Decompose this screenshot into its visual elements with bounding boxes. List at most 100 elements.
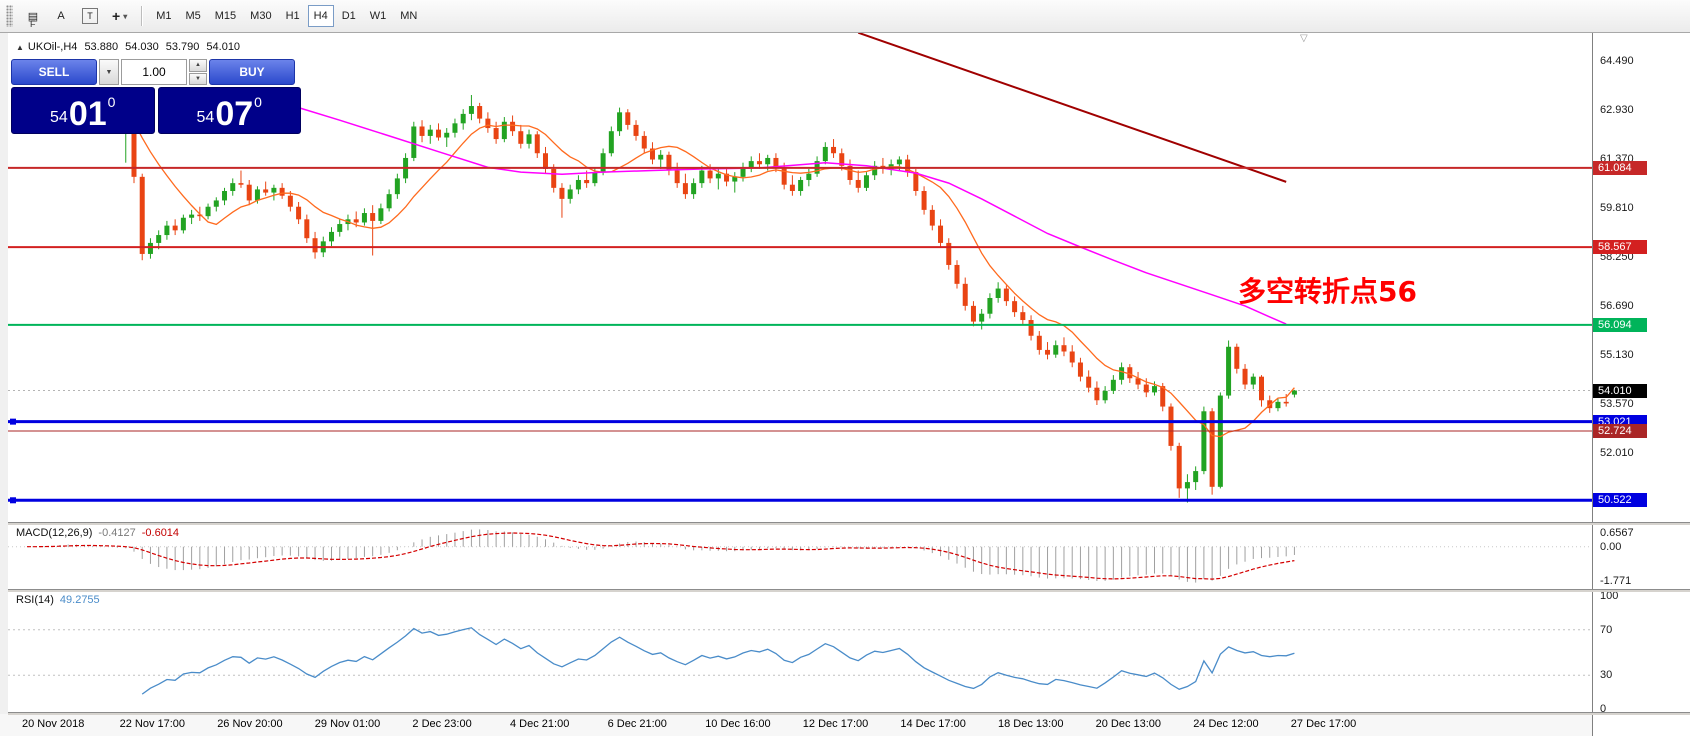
- open-value: 53.880: [84, 41, 119, 53]
- buy-price-big: 07: [215, 95, 254, 134]
- time-tick: 18 Dec 13:00: [998, 718, 1064, 730]
- chart-shift-marker-icon[interactable]: ▽: [1300, 33, 1308, 44]
- time-tick: 27 Dec 17:00: [1290, 718, 1357, 730]
- time-tick: 20 Dec 13:00: [1095, 718, 1162, 730]
- macd-readout: MACD(12,26,9) -0.4127 -0.6014: [16, 527, 179, 539]
- rsi-pane: [8, 627, 1592, 695]
- symbol-label: UKOil-,H4: [27, 41, 78, 53]
- sell-price-button[interactable]: 54 01 0: [11, 87, 155, 134]
- time-tick: 2 Dec 23:00: [412, 718, 472, 730]
- macd-signal-value: -0.6014: [141, 527, 180, 539]
- timeframe-group: M1 M5 M15 M30 H1 H4 D1 W1 MN: [150, 5, 423, 27]
- price-label-52.724: 52.724: [1593, 423, 1647, 438]
- price-tick: -1.771: [1600, 575, 1632, 587]
- charts-list-icon[interactable]: ▤: [20, 5, 46, 27]
- time-tick: 22 Nov 17:00: [119, 718, 186, 730]
- price-tick: 70: [1600, 623, 1613, 636]
- rsi-line: [141, 627, 1295, 695]
- symbol-arrow-icon: ▲: [16, 43, 24, 52]
- chart-toolbar: ▤ A T + ▾ M1 M5 M15 M30 H1 H4 D1 W1 MN: [0, 0, 1690, 33]
- price-tick: 56.690: [1600, 300, 1634, 313]
- sell-button[interactable]: SELL: [11, 59, 97, 85]
- price-tick: 0.6567: [1600, 527, 1634, 539]
- timeframe-w1[interactable]: W1: [364, 5, 393, 27]
- price-tick: 0.00: [1600, 540, 1622, 553]
- trendline[interactable]: [857, 33, 1287, 183]
- price-label-61.084: 61.084: [1593, 160, 1647, 175]
- price-tick: 62.930: [1600, 103, 1634, 116]
- price-tick: 64.490: [1600, 54, 1634, 67]
- time-axis[interactable]: 20 Nov 2018 22 Nov 17:00 26 Nov 20:00 29 No…: [0, 714, 1592, 736]
- chart-canvas[interactable]: [0, 0, 1592, 736]
- price-tick: 100: [1600, 589, 1619, 602]
- f-badge: F: [30, 19, 36, 29]
- time-tick: 26 Nov 20:00: [217, 718, 283, 730]
- chart-annotation-text[interactable]: 多空转折点56: [1238, 275, 1417, 308]
- macd-pane: [8, 529, 1592, 583]
- timeframe-m15[interactable]: M15: [209, 5, 242, 27]
- macd-main-value: -0.4127: [98, 527, 136, 539]
- text-annotation-glyph: A: [57, 10, 65, 22]
- charts-list-glyph: ▤: [27, 10, 39, 23]
- rsi-label: RSI(14): [16, 594, 54, 606]
- time-tick: 10 Dec 16:00: [705, 718, 771, 730]
- buy-button[interactable]: BUY: [209, 59, 295, 85]
- price-label-54.010: 54.010: [1593, 383, 1647, 398]
- toolbar-separator: [141, 6, 143, 26]
- volume-down-button[interactable]: ▼: [189, 72, 207, 85]
- timeframe-d1[interactable]: D1: [336, 5, 362, 27]
- buy-price-button[interactable]: 54 07 0: [157, 87, 301, 134]
- price-label-58.567: 58.567: [1593, 240, 1647, 255]
- rsi-value: 49.2755: [59, 594, 100, 606]
- text-annotation-icon[interactable]: A: [48, 5, 74, 27]
- crosshair-glyph: +: [112, 8, 121, 24]
- price-tick: 53.570: [1600, 398, 1634, 411]
- one-click-trading-panel: SELL ▼ ▲ ▼ BUY 54 01 0 54 07 0: [11, 59, 301, 134]
- time-tick: 29 Nov 01:00: [314, 718, 381, 730]
- timeframe-m30[interactable]: M30: [244, 5, 277, 27]
- volume-stepper: ▲ ▼: [189, 59, 207, 85]
- macd-label: MACD(12,26,9): [16, 527, 93, 539]
- buy-price-pip: 0: [254, 94, 262, 110]
- price-axis[interactable]: 64.490 62.930 61.370 59.810 58.250 56.690 55.1…: [1592, 32, 1690, 736]
- sell-price-pip: 0: [107, 94, 116, 110]
- time-tick: 4 Dec 21:00: [510, 718, 570, 730]
- toolbar-grip[interactable]: [6, 5, 13, 27]
- close-value: 54.010: [206, 41, 241, 53]
- time-tick: 14 Dec 17:00: [900, 718, 966, 730]
- volume-up-button[interactable]: ▲: [189, 59, 207, 72]
- timeframe-h4[interactable]: H4: [307, 5, 334, 27]
- buy-price-main: 54: [196, 109, 215, 126]
- high-value: 54.030: [125, 41, 159, 53]
- volume-input[interactable]: [121, 59, 187, 85]
- sell-price-big: 01: [68, 95, 107, 134]
- time-tick: 24 Dec 12:00: [1193, 718, 1259, 730]
- price-tick: 30: [1600, 669, 1613, 682]
- price-label-56.094: 56.094: [1593, 317, 1647, 332]
- rsi-readout: RSI(14) 49.2755: [16, 594, 100, 606]
- sell-price-main: 54: [50, 109, 68, 126]
- price-tick: 0: [1600, 703, 1607, 716]
- pane-separator[interactable]: [8, 589, 1690, 592]
- text-label-icon[interactable]: T: [76, 5, 104, 27]
- crosshair-icon[interactable]: + ▾: [106, 5, 133, 27]
- price-tick: 55.130: [1600, 349, 1634, 362]
- text-label-glyph: T: [82, 8, 98, 24]
- chart-ohlc-readout: ▲ UKOil-,H4 53.880 54.030 53.790 54.010: [16, 41, 240, 53]
- macd-signal-line: [27, 532, 1295, 580]
- timeframe-m1[interactable]: M1: [150, 5, 177, 27]
- volume-dropdown-button[interactable]: ▼: [99, 59, 119, 85]
- time-tick: 6 Dec 21:00: [607, 718, 667, 730]
- pane-separator[interactable]: [8, 522, 1690, 525]
- low-value: 53.790: [165, 41, 200, 53]
- ma-fast-line: [101, 111, 1295, 438]
- pane-separator[interactable]: [8, 712, 1690, 715]
- time-tick: 12 Dec 17:00: [802, 718, 869, 730]
- price-tick: 59.810: [1600, 201, 1634, 214]
- price-label-50.522: 50.522: [1593, 493, 1647, 508]
- timeframe-h1[interactable]: H1: [280, 5, 306, 27]
- timeframe-mn[interactable]: MN: [394, 5, 423, 27]
- chevron-down-icon[interactable]: ▾: [123, 11, 128, 21]
- time-tick: 20 Nov 2018: [22, 718, 85, 730]
- timeframe-m5[interactable]: M5: [179, 5, 206, 27]
